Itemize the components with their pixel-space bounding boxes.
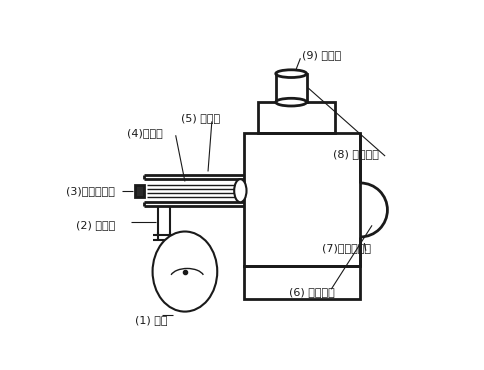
Text: (4)点火针: (4)点火针 <box>127 128 163 138</box>
Bar <box>276 74 306 102</box>
Text: (7)燃烧室外壳: (7)燃烧室外壳 <box>322 243 371 253</box>
Bar <box>244 266 361 299</box>
Ellipse shape <box>234 179 246 202</box>
Ellipse shape <box>276 70 306 77</box>
Bar <box>244 133 361 266</box>
Text: (2) 通气管: (2) 通气管 <box>76 219 115 229</box>
Text: (9) 出火口: (9) 出火口 <box>302 50 341 60</box>
Bar <box>135 185 144 197</box>
Bar <box>258 102 335 133</box>
Text: (1) 风机: (1) 风机 <box>135 315 167 325</box>
Text: (5) 燃烧器: (5) 燃烧器 <box>181 112 220 122</box>
Ellipse shape <box>276 98 306 106</box>
Text: (6) 弧形火腔: (6) 弧形火腔 <box>289 287 334 297</box>
Ellipse shape <box>152 232 217 312</box>
Text: (8) 圆筒火道: (8) 圆筒火道 <box>333 149 378 159</box>
Text: (3)通气管阀门: (3)通气管阀门 <box>65 186 114 196</box>
